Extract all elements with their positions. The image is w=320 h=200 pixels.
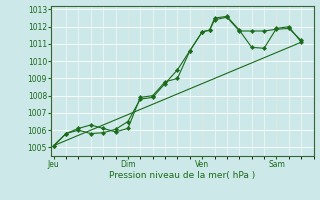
X-axis label: Pression niveau de la mer( hPa ): Pression niveau de la mer( hPa ): [109, 171, 256, 180]
